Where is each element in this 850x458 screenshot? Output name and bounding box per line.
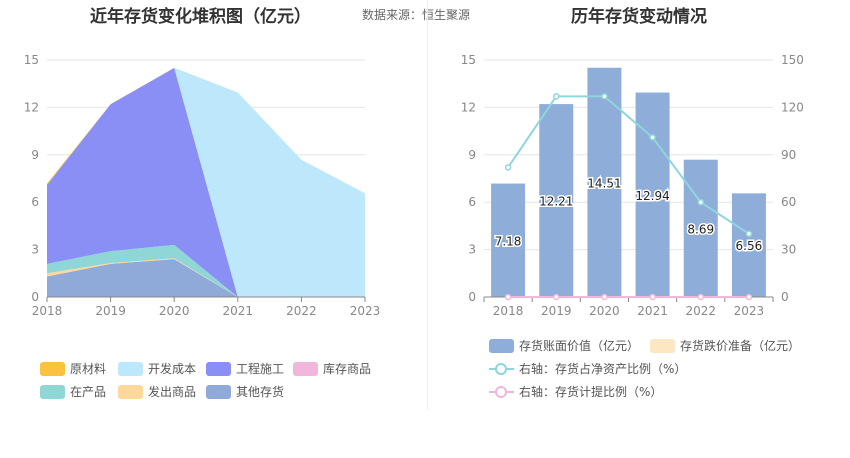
line-point [745,293,753,301]
legend-label: 其他存货 [236,385,285,399]
legend-item-库存商品[interactable]: 库存商品 [293,360,371,377]
legend-swatch [40,361,65,376]
right-y-tick-label: 3 [468,243,476,257]
legend-swatch [118,361,143,376]
right-y-tick-label: 12 [461,100,476,114]
left-x-tick-label: 2023 [350,304,381,318]
legend-swatch [489,385,514,399]
area-series-在产品 [47,244,365,297]
legend-label: 存货跌价准备（亿元） [680,339,801,353]
right-x-tick-label: 2019 [541,304,572,318]
right-y2-tick-label: 0 [781,290,789,304]
line-point [649,293,656,301]
line-point [553,93,560,100]
legend-swatch [206,384,231,399]
legend-item-原材料[interactable]: 原材料 [40,360,106,377]
legend-label: 库存商品 [323,362,372,376]
left-x-tick-label: 2021 [223,304,254,318]
left-y-tick-label: 9 [31,148,39,162]
line-point [745,230,753,238]
line-point [601,293,608,301]
left-y-tick-label: 3 [31,243,39,257]
right-x-tick-label: 2021 [637,304,668,318]
left-y-tick-label: 0 [31,290,39,304]
legend-item-right-0[interactable]: 存货账面价值（亿元） [489,337,639,354]
area-series-其他存货 [47,259,365,297]
right-y-tick-label: 6 [468,195,476,209]
legend-item-在产品[interactable]: 在产品 [40,383,106,400]
left-x-tick-label: 2019 [95,304,126,318]
bar-2023 [731,193,766,297]
bar-2022 [683,159,718,297]
legend-swatch [489,338,514,353]
line-point [697,293,704,301]
legend-label: 在产品 [70,385,107,399]
legend-item-right-2[interactable]: 右轴：存货占净资产比例（%） [489,360,686,377]
area-series-工程施工 [47,67,365,298]
bar-2018 [491,183,526,297]
legend-label: 原材料 [70,362,107,376]
bar-value-label: 8.69 [687,222,714,236]
right-x-tick-label: 2020 [589,304,620,318]
legend-label: 右轴：存货占净资产比例（%） [519,362,687,376]
legend-item-发出商品[interactable]: 发出商品 [118,383,196,400]
right-y2-tick-label: 60 [781,195,796,209]
legend-label: 发出商品 [148,385,197,399]
legend-item-其他存货[interactable]: 其他存货 [206,383,284,400]
data-source-label: 数据来源：恒生聚源 [362,8,471,22]
right-x-tick-label: 2023 [734,304,765,318]
right-y2-tick-label: 90 [781,148,796,162]
legend-label: 右轴：存货计提比例（%） [519,385,663,399]
bar-2019 [539,104,574,297]
right-y2-tick-label: 150 [781,53,804,67]
legend-swatch [206,361,231,376]
left-chart-title: 近年存货变化堆积图（亿元） [90,7,311,27]
right-y-tick-label: 15 [461,53,476,67]
panel-divider [427,0,428,410]
line-point [504,293,512,301]
area-series-发出商品 [47,258,365,297]
legend-item-工程施工[interactable]: 工程施工 [206,360,284,377]
left-y-tick-label: 6 [31,195,39,209]
legend-label: 工程施工 [236,362,285,376]
left-x-tick-label: 2022 [286,304,317,318]
bar-value-label: 12.94 [635,189,669,203]
right-y2-tick-label: 30 [781,243,796,257]
line-point [649,134,656,141]
legend-swatch [293,361,318,376]
legend-swatch [650,338,675,353]
legend-label: 存货账面价值（亿元） [519,339,640,353]
left-y-tick-label: 12 [24,100,39,114]
legend-swatch [489,362,514,376]
right-y-tick-label: 9 [468,148,476,162]
line-point [553,293,560,301]
left-x-tick-label: 2018 [32,304,63,318]
legend-label: 开发成本 [148,362,197,376]
legend-item-right-1[interactable]: 存货跌价准备（亿元） [650,337,800,354]
legend-item-开发成本[interactable]: 开发成本 [118,360,196,377]
bar-value-label: 14.51 [587,176,621,190]
right-chart-title: 历年存货变动情况 [571,7,707,27]
bar-value-label: 7.18 [495,234,522,248]
legend-item-right-3[interactable]: 右轴：存货计提比例（%） [489,383,662,400]
right-y2-tick-label: 120 [781,100,804,114]
bar-value-label: 12.21 [539,195,573,209]
legend-swatch [40,384,65,399]
area-series-开发成本 [47,67,365,298]
right-y-tick-label: 0 [468,290,476,304]
line-point [697,198,704,206]
right-x-tick-label: 2022 [685,304,716,318]
line-series-ratio-net-assets [507,95,750,235]
legend-swatch [118,384,143,399]
line-point [601,93,608,100]
left-x-tick-label: 2020 [159,304,190,318]
left-y-tick-label: 15 [24,53,39,67]
right-x-tick-label: 2018 [493,304,524,318]
line-point [504,164,512,171]
bar-value-label: 6.56 [736,239,763,253]
